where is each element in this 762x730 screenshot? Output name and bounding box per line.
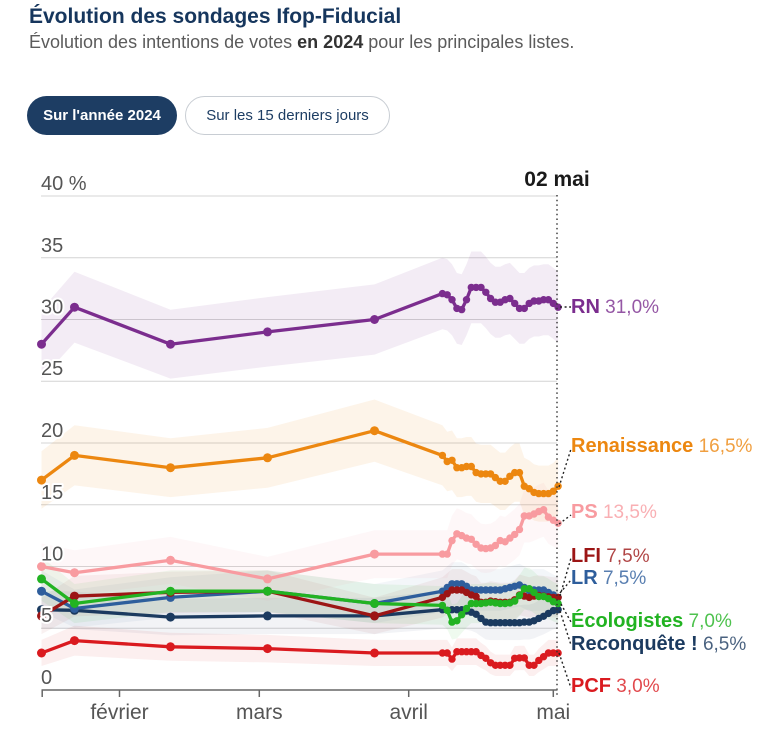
svg-text:PCF 3,0%: PCF 3,0% bbox=[571, 675, 660, 697]
svg-text:5: 5 bbox=[41, 605, 52, 627]
svg-text:Renaissance 16,5%: Renaissance 16,5% bbox=[571, 435, 753, 457]
svg-text:40 %: 40 % bbox=[41, 173, 87, 195]
svg-text:20: 20 bbox=[41, 420, 63, 442]
svg-text:02 mai: 02 mai bbox=[524, 168, 589, 191]
svg-text:15: 15 bbox=[41, 482, 63, 504]
svg-text:PS 13,5%: PS 13,5% bbox=[571, 501, 657, 523]
svg-text:10: 10 bbox=[41, 544, 63, 566]
svg-text:mai: mai bbox=[536, 701, 570, 724]
svg-text:avril: avril bbox=[389, 701, 428, 724]
svg-text:février: février bbox=[90, 701, 148, 724]
svg-text:25: 25 bbox=[41, 358, 63, 380]
svg-text:Écologistes 7,0%: Écologistes 7,0% bbox=[571, 609, 732, 632]
svg-text:LFI 7,5%: LFI 7,5% bbox=[571, 545, 650, 567]
svg-text:LR 7,5%: LR 7,5% bbox=[571, 567, 646, 589]
svg-text:35: 35 bbox=[41, 235, 63, 257]
svg-text:RN 31,0%: RN 31,0% bbox=[571, 296, 659, 318]
svg-text:30: 30 bbox=[41, 297, 63, 319]
svg-text:Reconquête ! 6,5%: Reconquête ! 6,5% bbox=[571, 633, 746, 655]
svg-text:mars: mars bbox=[236, 701, 283, 724]
svg-text:0: 0 bbox=[41, 667, 52, 689]
